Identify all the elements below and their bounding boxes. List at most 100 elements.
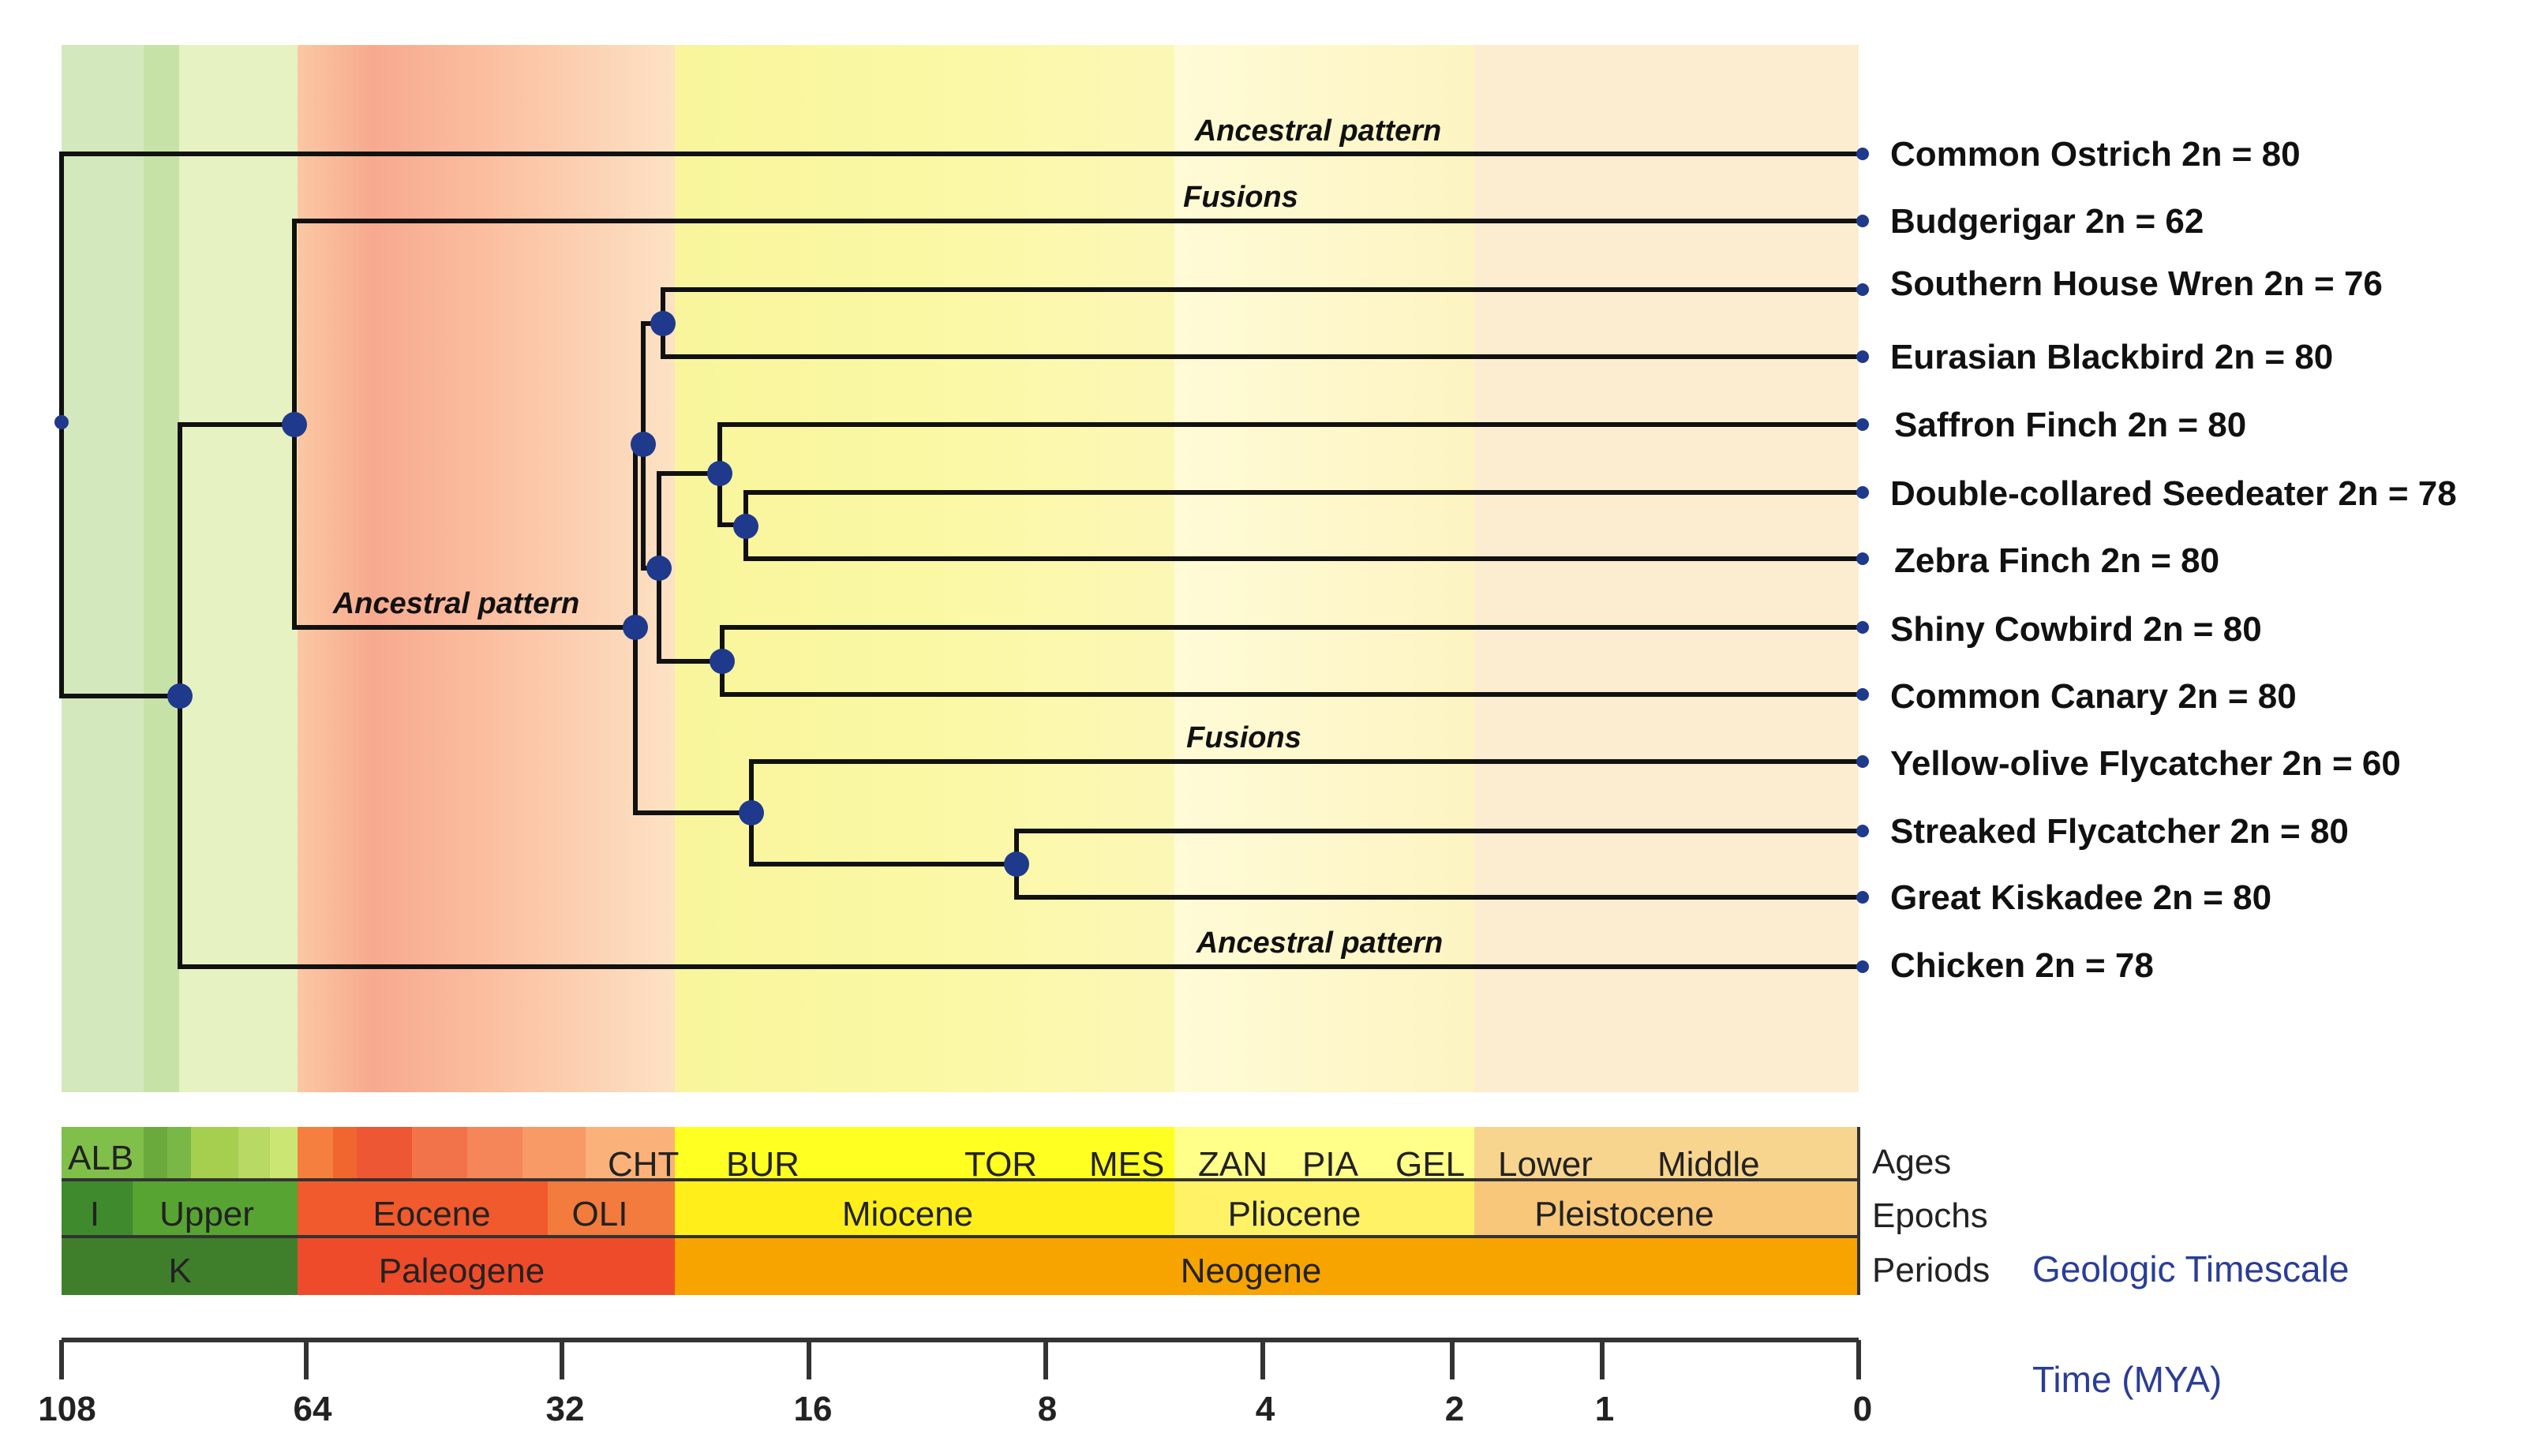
epoch-cell	[1474, 1181, 1859, 1235]
taxon-label: Shiny Cowbird 2n = 80	[1890, 610, 2262, 649]
tip-dot	[1856, 960, 1869, 973]
age-label: ALB	[68, 1139, 133, 1177]
axis-tick-label: 1	[1595, 1390, 1614, 1428]
node-kiskadee-streaked	[1004, 852, 1029, 877]
node-wren-blackbird	[650, 311, 676, 336]
taxon-labels: Common Ostrich 2n = 80 Budgerigar 2n = 6…	[1890, 135, 2457, 985]
axis-tick-label: 108	[38, 1390, 95, 1428]
tip-dot	[1856, 350, 1869, 363]
row-label-periods: Periods	[1872, 1251, 1990, 1289]
tip-dot	[1856, 891, 1869, 904]
age-cell	[191, 1127, 238, 1180]
age-label: GEL	[1395, 1145, 1465, 1184]
taxon-label: Common Canary 2n = 80	[1890, 677, 2297, 716]
age-label: PIA	[1302, 1145, 1359, 1184]
band-cretaceous-lower	[62, 45, 144, 1092]
ages-row: ALB CHT BUR TOR MES ZAN PIA GEL Lower Mi…	[62, 1127, 1859, 1184]
tip-dot	[1856, 552, 1869, 565]
tip-dot	[1856, 486, 1869, 499]
age-cell	[270, 1127, 298, 1180]
epoch-label: Eocene	[373, 1195, 490, 1233]
node-seedeater-zebra	[733, 514, 758, 539]
tree-nodes	[54, 311, 1029, 877]
age-label: TOR	[964, 1145, 1037, 1184]
annotation-budgerigar: Fusions	[1183, 181, 1298, 214]
age-cell	[144, 1127, 167, 1180]
time-axis-label: Time (MYA)	[2032, 1359, 2222, 1400]
age-label: ZAN	[1198, 1145, 1268, 1184]
node-passerida	[646, 556, 672, 581]
age-cell	[298, 1127, 333, 1180]
age-cell	[467, 1127, 522, 1180]
annotation-passerines: Ancestral pattern	[332, 587, 580, 620]
age-cell	[357, 1127, 412, 1180]
node-root	[54, 415, 69, 429]
axis-tick-label: 4	[1256, 1390, 1275, 1428]
taxon-label: Double-collared Seedeater 2n = 78	[1890, 474, 2457, 513]
node-neognathae	[167, 683, 193, 709]
time-axis: 108 64 32 16 8 4 2 1 0 Time (MYA)	[38, 1338, 2222, 1428]
taxon-label: Yellow-olive Flycatcher 2n = 60	[1890, 744, 2401, 783]
axis-tick-label: 2	[1445, 1390, 1464, 1428]
row-label-ages: Ages	[1872, 1143, 1951, 1181]
period-label: Paleogene	[379, 1252, 545, 1290]
epoch-label: Upper	[159, 1195, 254, 1233]
epoch-cell	[548, 1181, 675, 1235]
band-cretaceous-upper	[179, 45, 298, 1092]
taxon-label: Southern House Wren 2n = 76	[1890, 264, 2383, 303]
node-neoaves	[282, 412, 307, 437]
band-paleogene	[298, 45, 675, 1092]
age-cell	[62, 1127, 144, 1180]
branch-annotations: Ancestral pattern Fusions Ancestral patt…	[332, 114, 1444, 960]
period-cell	[298, 1238, 675, 1295]
epoch-label: OLI	[572, 1195, 628, 1233]
period-label: Neogene	[1181, 1252, 1322, 1290]
tip-dot	[1856, 688, 1869, 701]
age-label: MES	[1089, 1145, 1164, 1184]
period-cell	[62, 1238, 298, 1295]
taxon-label: Common Ostrich 2n = 80	[1890, 135, 2301, 174]
epoch-label: Pleistocene	[1534, 1195, 1713, 1233]
taxon-label: Streaked Flycatcher 2n = 80	[1890, 812, 2349, 851]
age-cell	[167, 1127, 191, 1180]
age-cell	[238, 1127, 270, 1180]
age-cell	[412, 1127, 467, 1180]
node-cowbird-canary	[710, 649, 735, 674]
tip-dot	[1856, 418, 1869, 431]
epoch-cell	[298, 1181, 548, 1235]
annotation-chicken: Ancestral pattern	[1196, 926, 1444, 960]
tip-dot	[1856, 148, 1869, 160]
axis-tick-label: 16	[794, 1390, 833, 1428]
age-cell	[675, 1127, 1174, 1180]
axis-tick-label: 64	[294, 1390, 332, 1428]
age-label: BUR	[726, 1145, 800, 1184]
age-label: Middle	[1657, 1145, 1760, 1184]
node-oscines	[631, 432, 656, 457]
age-cell	[522, 1127, 586, 1180]
axis-tick-label: 0	[1853, 1390, 1872, 1428]
node-tyranni	[739, 800, 764, 825]
period-label: K	[168, 1252, 191, 1290]
band-miocene	[675, 45, 1174, 1092]
epoch-cell	[1174, 1181, 1474, 1235]
geologic-timescale: ALB CHT BUR TOR MES ZAN PIA GEL Lower Mi…	[62, 1127, 2349, 1295]
tip-dot	[1856, 283, 1869, 296]
axis-tick-label: 32	[546, 1390, 585, 1428]
row-label-epochs: Epochs	[1872, 1196, 1988, 1235]
epoch-cell	[62, 1181, 133, 1235]
node-finches	[707, 461, 732, 486]
tip-dot	[1856, 215, 1869, 227]
epoch-label: Miocene	[842, 1195, 973, 1233]
taxon-label: Great Kiskadee 2n = 80	[1890, 878, 2271, 917]
age-label: CHT	[608, 1145, 679, 1184]
age-label: Lower	[1498, 1145, 1593, 1184]
periods-row: K Paleogene Neogene	[62, 1238, 1859, 1295]
age-cell	[1474, 1127, 1859, 1180]
axis-tick-label: 8	[1038, 1390, 1057, 1428]
epoch-cell	[675, 1181, 1174, 1235]
annotation-ostrich: Ancestral pattern	[1194, 114, 1442, 148]
tip-dot	[1856, 825, 1869, 837]
band-pleistocene	[1474, 45, 1859, 1092]
timescale-title: Geologic Timescale	[2032, 1248, 2349, 1289]
